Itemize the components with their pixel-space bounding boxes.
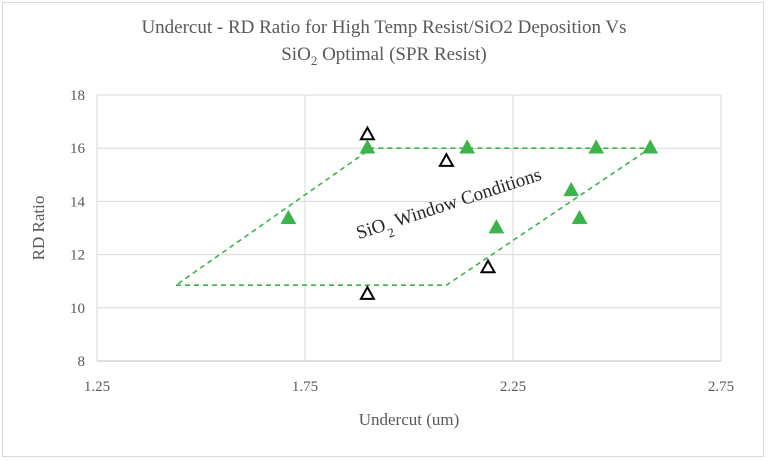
grid-lines xyxy=(96,94,722,362)
filled-triangle-point xyxy=(359,139,376,154)
y-tick-label: 12 xyxy=(70,248,85,264)
filled-triangle-point xyxy=(280,209,297,225)
chart-title: Undercut - RD Ratio for High Temp Resist… xyxy=(0,14,768,74)
chart-title-line-2: SiO2 Optimal (SPR Resist) xyxy=(0,41,768,74)
open-triangle-point xyxy=(479,258,497,274)
y-tick-label: 8 xyxy=(78,354,86,370)
x-tick-label: 2.75 xyxy=(708,379,734,395)
chart-frame xyxy=(2,2,764,457)
x-axis-title: Undercut (um) xyxy=(359,410,460,429)
filled-triangle-point xyxy=(588,139,605,154)
filled-triangle-point xyxy=(563,181,580,197)
x-tick-label: 1.25 xyxy=(84,379,110,395)
chart-title-line-1: Undercut - RD Ratio for High Temp Resist… xyxy=(141,17,627,38)
y-tick-label: 10 xyxy=(70,301,85,317)
x-tick-label: 1.75 xyxy=(292,379,318,395)
y-axis-title: RD Ratio xyxy=(29,196,48,261)
open-triangle-point xyxy=(359,125,376,141)
y-tick-label: 16 xyxy=(70,141,86,157)
data-points xyxy=(280,125,659,300)
y-tick-label: 18 xyxy=(70,88,85,104)
tick-labels: 8 10 12 14 16 18 1.25 1.75 2.25 2.75 xyxy=(70,88,734,395)
window-annotation-prefix: SiO xyxy=(354,215,389,244)
chart-title-line-2-prefix: SiO xyxy=(281,44,311,65)
filled-triangle-point xyxy=(488,219,505,234)
open-triangle-point xyxy=(359,285,376,300)
y-tick-label: 14 xyxy=(70,194,86,210)
filled-triangle-point xyxy=(459,139,476,154)
window-annotation-subscript: 2 xyxy=(385,224,396,240)
window-annotation-label: SiO2 Window Conditions xyxy=(354,164,546,249)
x-tick-label: 2.25 xyxy=(500,379,526,395)
chart-title-line-2-subscript: 2 xyxy=(310,52,318,68)
filled-triangle-point xyxy=(642,139,659,154)
window-annotation: SiO2 Window Conditions xyxy=(354,164,546,249)
window-annotation-suffix: Window Conditions xyxy=(388,164,544,233)
filled-triangle-point xyxy=(571,209,588,225)
open-triangle-point xyxy=(438,152,455,167)
chart-title-line-2-suffix: Optimal (SPR Resist) xyxy=(317,44,487,65)
